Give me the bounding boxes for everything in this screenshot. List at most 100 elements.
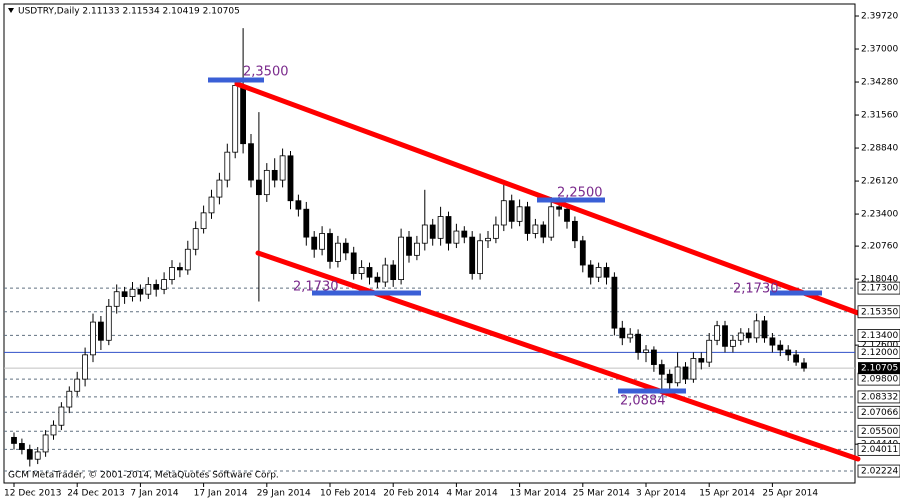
candle-body (161, 279, 168, 290)
x-tick-label: 10 Feb 2014 (320, 489, 376, 499)
annotation: 2,2500 (557, 186, 603, 201)
candle-body (169, 267, 175, 281)
candle-body (753, 320, 760, 339)
candle-body (121, 291, 128, 297)
level-label: 2.09800 (861, 375, 898, 385)
level-label: 2.15350 (861, 307, 898, 317)
candle-body (485, 237, 491, 242)
level-label-box (857, 346, 900, 359)
candle-body (295, 200, 302, 210)
candle-body (619, 327, 626, 339)
candle-body (58, 406, 65, 426)
y-tick-label: 2.39720 (861, 12, 898, 22)
level-label-box (857, 281, 900, 295)
candle-body (34, 451, 41, 460)
candle-body (184, 248, 191, 271)
candle-body (232, 85, 239, 153)
level-label: 2.08332 (861, 392, 898, 402)
x-tick-label: 15 Apr 2014 (699, 489, 755, 499)
y-tick-label: 2.18040 (861, 275, 898, 285)
candle-body (745, 332, 752, 339)
level-label-box (857, 305, 900, 319)
candle-body (777, 344, 784, 351)
candle-body (453, 230, 460, 244)
candle-body (42, 434, 49, 453)
candle-body (674, 366, 681, 384)
x-tick-label: 7 Jan 2014 (130, 489, 178, 499)
candle-body (406, 236, 412, 256)
candle-body (793, 354, 799, 363)
candle-body (714, 325, 720, 341)
level-label: 2.02224 (861, 467, 898, 477)
candle-body (334, 242, 341, 262)
candle-body (737, 332, 744, 341)
y-tick-label: 2.23400 (861, 210, 898, 220)
annotation: 2,3500 (243, 65, 289, 80)
candle-body (18, 443, 25, 450)
candle-body (437, 216, 444, 239)
y-tick-label: 2.34280 (861, 78, 898, 88)
candle-body (492, 224, 499, 239)
candle-body (445, 216, 452, 244)
level-label: 2.17300 (861, 284, 898, 294)
candle-body (366, 267, 373, 278)
candle-body (564, 208, 570, 222)
candle-body (579, 240, 586, 266)
candle-body (524, 206, 531, 234)
candle-body (690, 358, 697, 380)
y-tick-label: 2.20760 (861, 242, 898, 252)
x-tick-label: 25 Apr 2014 (762, 489, 818, 499)
candle-body (240, 85, 247, 145)
candle-body (176, 267, 183, 271)
x-tick-label: 29 Jan 2014 (257, 489, 311, 499)
level-label-box (857, 329, 900, 342)
candle-body (413, 242, 420, 256)
candle-body (342, 242, 349, 254)
candle-body (611, 276, 618, 329)
candle-body (248, 143, 254, 181)
x-tick-label: 4 Mar 2014 (446, 489, 498, 499)
candle-body (66, 390, 73, 408)
candle-body (382, 264, 389, 283)
plot-frame (3, 3, 856, 484)
candle-body (145, 284, 152, 295)
candle-body (587, 264, 594, 278)
level-label: 2.04011 (861, 445, 898, 455)
level-markers (208, 77, 822, 394)
candle-body (516, 206, 523, 222)
candle-body (508, 200, 515, 222)
candle-body (461, 230, 468, 238)
level-label: 2.12000 (861, 348, 898, 358)
candle-body (271, 169, 278, 181)
candle-body (532, 224, 539, 234)
candle-body (74, 378, 81, 392)
candle-body (374, 276, 381, 283)
candle-body (129, 288, 136, 297)
candle-body (761, 320, 768, 339)
candle-body (303, 208, 310, 238)
level-label: 2.05500 (861, 427, 898, 437)
x-tick-label: 13 Mar 2014 (510, 489, 567, 499)
candle-body (263, 169, 270, 196)
level-label: 2.13400 (861, 331, 898, 341)
candle-body (279, 155, 286, 181)
y-tick-label: 2.28840 (861, 144, 898, 154)
candle-body (730, 339, 736, 347)
current-price-box (858, 362, 900, 375)
candle-body (192, 228, 199, 250)
x-tick-label: 20 Feb 2014 (383, 489, 439, 499)
y-tick-label: 2.26120 (861, 177, 898, 187)
menu-icon[interactable] (8, 8, 14, 13)
candle-body (82, 354, 88, 380)
candle-body (98, 321, 104, 341)
candle-body (540, 224, 547, 238)
candle-body (785, 349, 792, 356)
candle-body (421, 224, 428, 244)
candle-body (319, 233, 326, 250)
candle-body (358, 267, 365, 274)
annotation: 2,1730 (293, 280, 339, 295)
candle-body (11, 436, 17, 444)
x-tick-label: 3 Apr 2014 (636, 489, 686, 499)
candle-body (216, 179, 223, 198)
levels (4, 287, 855, 472)
